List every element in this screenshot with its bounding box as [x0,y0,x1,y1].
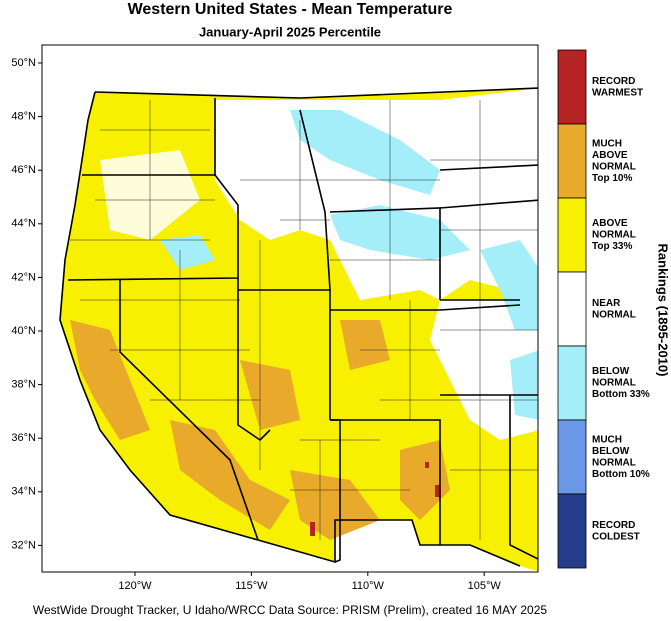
record-warmest-area [435,485,439,497]
legend-label: NORMAL [592,161,636,172]
lat-label: 50°N [11,57,36,69]
subtitle: January-April 2025 Percentile [199,24,381,39]
below-normal-plains [480,240,538,330]
legend-label: MUCH [592,434,622,445]
legend-label: MUCH [592,138,622,149]
legend-label: Top 10% [592,173,632,184]
map [41,44,539,573]
legend-label: NORMAL [592,230,636,241]
legend-label: COLDEST [592,531,640,542]
legend-swatch [557,493,587,569]
legend-label: WARMEST [592,87,643,98]
map-frame [41,44,539,573]
lat-label: 42°N [11,271,36,283]
near-normal-east [430,300,538,440]
below-normal-oregon [160,235,215,270]
legend-swatch [557,271,587,347]
below-normal-wyoming [330,205,470,260]
lon-label: 120°W [118,580,152,592]
legend-title: Rankings (1895-2010) [656,244,671,377]
much-above-colorado [340,320,390,370]
legend-label: RECORD [592,76,635,87]
legend-label: Top 33% [592,241,632,252]
lat-label: 44°N [11,218,36,230]
legend-label: BELOW [592,446,630,457]
much-above-nevada [240,360,300,430]
legend-swatch [557,197,587,273]
lat-label: 32°N [11,539,36,551]
legend-label: Bottom 10% [592,469,650,480]
title: Western United States - Mean Temperature [128,1,453,18]
legend-label: NORMAL [592,378,636,389]
legend-label: ABOVE [592,150,628,161]
lat-label: 46°N [11,164,36,176]
lon-label: 105°W [468,580,502,592]
much-above-newmexico [400,440,450,520]
much-above-desert [170,420,290,530]
legend-swatch [557,49,587,125]
legend-label: Bottom 33% [592,389,650,400]
legend-label: RECORD [592,520,635,531]
legend-label: ABOVE [592,218,628,229]
legend-label: NORMAL [592,309,636,320]
record-warmest-area [310,522,315,536]
below-normal-montana [290,110,440,195]
lon-label: 110°W [352,580,385,592]
lat-label: 34°N [11,486,36,498]
legend-swatch [557,123,587,199]
legend-label: NORMAL [592,457,636,468]
legend-label: BELOW [592,366,630,377]
record-warmest-area [425,462,429,468]
lon-label: 115°W [235,580,268,592]
legend-swatch [557,419,587,495]
lat-label: 40°N [11,325,36,337]
lat-label: 36°N [11,432,36,444]
legend-swatch [557,345,587,421]
footer: WestWide Drought Tracker, U Idaho/WRCC D… [33,603,548,617]
legend-label: NEAR [592,298,621,309]
lat-label: 38°N [11,379,36,391]
below-normal-kansas [510,350,538,420]
much-above-california [70,320,150,440]
lat-label: 48°N [11,111,36,123]
